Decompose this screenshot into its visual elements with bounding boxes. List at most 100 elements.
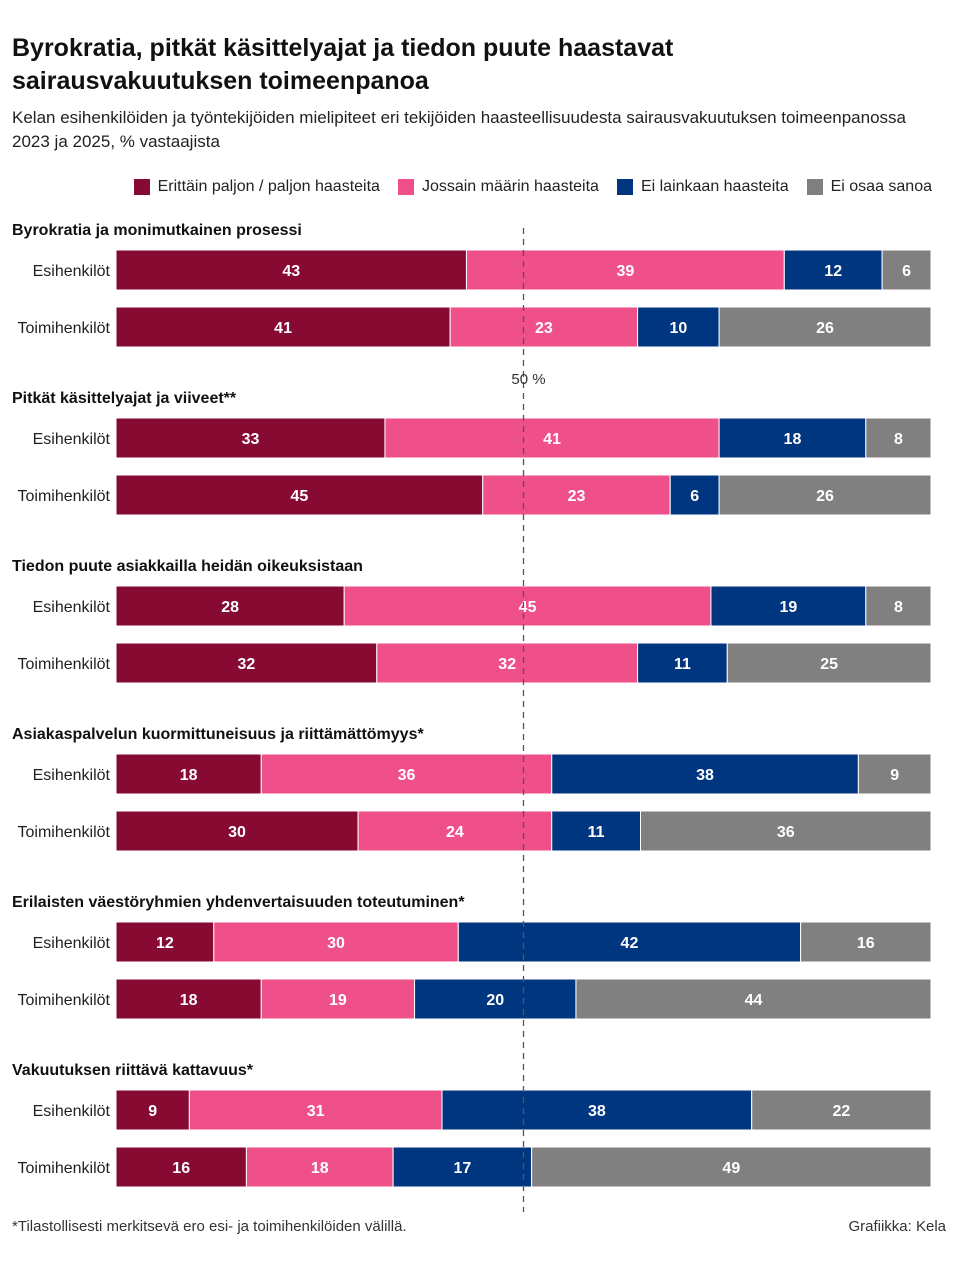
row-label: Toimihenkilöt xyxy=(18,1160,111,1177)
chart-subtitle: Kelan esihenkilöiden ja työntekijöiden m… xyxy=(12,108,907,151)
bar-group: Erilaisten väestöryhmien yhdenvertaisuud… xyxy=(12,894,932,1020)
bar-value-label: 17 xyxy=(453,1160,471,1177)
bar-value-label: 44 xyxy=(745,992,763,1009)
bar-value-label: 45 xyxy=(290,488,308,505)
legend-swatch-dont-know xyxy=(806,179,823,195)
bar-group: Tiedon puute asiakkailla heidän oikeuksi… xyxy=(12,558,932,684)
legend-item-very-much: Erittäin paljon / paljon haasteita xyxy=(133,178,380,196)
bar-segment-not-at-all xyxy=(710,585,867,627)
row-label: Toimihenkilöt xyxy=(18,992,111,1009)
legend-label-not-at-all: Ei lainkaan haasteita xyxy=(640,178,789,195)
legend-swatch-not-at-all xyxy=(616,179,633,195)
bar-segment-somewhat xyxy=(260,753,553,795)
bar-value-label: 19 xyxy=(329,992,347,1009)
bar-segment-not-at-all xyxy=(392,1146,533,1188)
bar-value-label: 12 xyxy=(824,263,842,280)
bar-group: Vakuutuksen riittävä kattavuus* Esihenkil… xyxy=(12,1062,932,1188)
bar-segment-not-at-all xyxy=(457,921,802,963)
legend-label-dont-know: Ei osaa sanoa xyxy=(830,178,932,195)
bar-segment-dont-know xyxy=(800,921,932,963)
bar-value-label: 41 xyxy=(274,320,292,337)
bar-value-label: 8 xyxy=(894,431,903,448)
bar-segment-very-much xyxy=(115,642,378,684)
row-label: Toimihenkilöt xyxy=(18,656,111,673)
bar-segment-very-much xyxy=(115,249,467,291)
bar-segment-not-at-all xyxy=(637,642,728,684)
bar-value-label: 18 xyxy=(180,992,198,1009)
bar-segment-dont-know xyxy=(718,474,932,516)
reference-line-label: 50 % xyxy=(511,371,545,388)
bar-segment-not-at-all xyxy=(669,474,720,516)
bar-segment-very-much xyxy=(115,753,262,795)
bar-segment-somewhat xyxy=(449,306,639,348)
row-label: Esihenkilöt xyxy=(33,431,111,448)
bar-value-label: 49 xyxy=(722,1160,740,1177)
bar-value-label: 31 xyxy=(307,1103,325,1120)
legend-item-not-at-all: Ei lainkaan haasteita xyxy=(616,178,789,196)
bar-value-label: 9 xyxy=(890,767,899,784)
row-label: Toimihenkilöt xyxy=(18,824,111,841)
bar-value-label: 25 xyxy=(820,656,838,673)
bar-value-label: 30 xyxy=(327,935,345,952)
bar-value-label: 28 xyxy=(221,599,239,616)
bar-segment-dont-know xyxy=(640,810,932,852)
legend-label-very-much: Erittäin paljon / paljon haasteita xyxy=(157,178,380,195)
group-title: Byrokratia ja monimutkainen prosessi xyxy=(12,222,302,239)
bar-value-label: 16 xyxy=(857,935,875,952)
bar-segment-somewhat xyxy=(343,585,712,627)
bar-segment-very-much xyxy=(115,417,386,459)
bar-value-label: 18 xyxy=(311,1160,329,1177)
chart-title: Byrokratia, pitkät käsittelyajat ja tied… xyxy=(12,34,674,95)
bar-group: Asiakaspalvelun kuormittuneisuus ja riit… xyxy=(12,726,932,852)
bar-value-label: 26 xyxy=(816,320,834,337)
bar-value-label: 38 xyxy=(588,1103,606,1120)
bar-segment-dont-know xyxy=(751,1089,932,1131)
group-title: Asiakaspalvelun kuormittuneisuus ja riit… xyxy=(12,726,424,743)
bar-value-label: 12 xyxy=(156,935,174,952)
bar-value-label: 11 xyxy=(588,824,605,841)
bar-value-label: 33 xyxy=(242,431,260,448)
bar-value-label: 36 xyxy=(777,824,795,841)
bar-value-label: 36 xyxy=(398,767,416,784)
bar-segment-dont-know xyxy=(718,306,932,348)
bar-value-label: 45 xyxy=(519,599,537,616)
bar-value-label: 24 xyxy=(446,824,464,841)
group-title: Erilaisten väestöryhmien yhdenvertaisuud… xyxy=(12,894,465,911)
bar-value-label: 32 xyxy=(498,656,516,673)
bar-segment-somewhat xyxy=(357,810,553,852)
bar-segment-dont-know xyxy=(531,1146,932,1188)
group-title: Pitkät käsittelyajat ja viiveet** xyxy=(12,390,237,407)
bar-value-label: 22 xyxy=(832,1103,850,1120)
bar-value-label: 8 xyxy=(894,599,903,616)
legend: Erittäin paljon / paljon haasteita Jossa… xyxy=(116,178,932,196)
bar-segment-somewhat xyxy=(376,642,639,684)
row-label: Esihenkilöt xyxy=(33,263,111,280)
bar-segment-not-at-all xyxy=(551,753,859,795)
bar-segment-very-much xyxy=(115,921,215,963)
bar-value-label: 11 xyxy=(674,656,691,673)
footnote: *Tilastollisesti merkitsevä ero esi- ja … xyxy=(12,1218,407,1235)
row-label: Esihenkilöt xyxy=(33,767,111,784)
bar-segment-dont-know xyxy=(857,753,932,795)
row-label: Toimihenkilöt xyxy=(18,320,111,337)
bar-value-label: 6 xyxy=(690,488,699,505)
bar-value-label: 18 xyxy=(180,767,198,784)
bar-value-label: 43 xyxy=(282,263,300,280)
bar-value-label: 23 xyxy=(568,488,586,505)
legend-item-somewhat: Jossain määrin haasteita xyxy=(397,178,599,196)
bar-value-label: 23 xyxy=(535,320,553,337)
bar-value-label: 19 xyxy=(779,599,797,616)
bar-value-label: 10 xyxy=(669,320,687,337)
bar-segment-dont-know xyxy=(726,642,932,684)
bar-segment-dont-know xyxy=(575,978,932,1020)
bar-value-label: 26 xyxy=(816,488,834,505)
bar-value-label: 41 xyxy=(543,431,561,448)
bar-group: Pitkät käsittelyajat ja viiveet** Esihenk… xyxy=(12,390,932,516)
bar-value-label: 6 xyxy=(902,263,911,280)
bar-segment-dont-know xyxy=(865,585,932,627)
bar-value-label: 30 xyxy=(228,824,246,841)
bar-value-label: 38 xyxy=(696,767,714,784)
bar-value-label: 16 xyxy=(172,1160,190,1177)
bar-segment-dont-know xyxy=(865,417,932,459)
bar-segment-not-at-all xyxy=(551,810,642,852)
